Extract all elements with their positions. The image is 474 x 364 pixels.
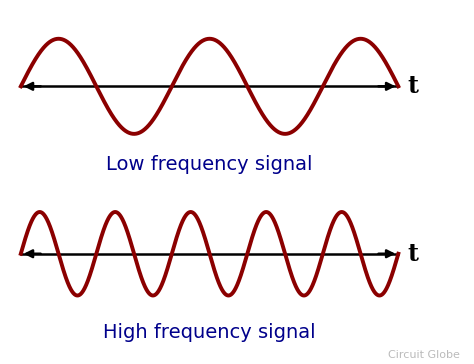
Text: t: t [408,242,419,266]
Text: High frequency signal: High frequency signal [103,323,316,341]
Text: t: t [408,74,419,98]
Text: Low frequency signal: Low frequency signal [106,155,313,174]
Text: Circuit Globe: Circuit Globe [388,351,460,360]
